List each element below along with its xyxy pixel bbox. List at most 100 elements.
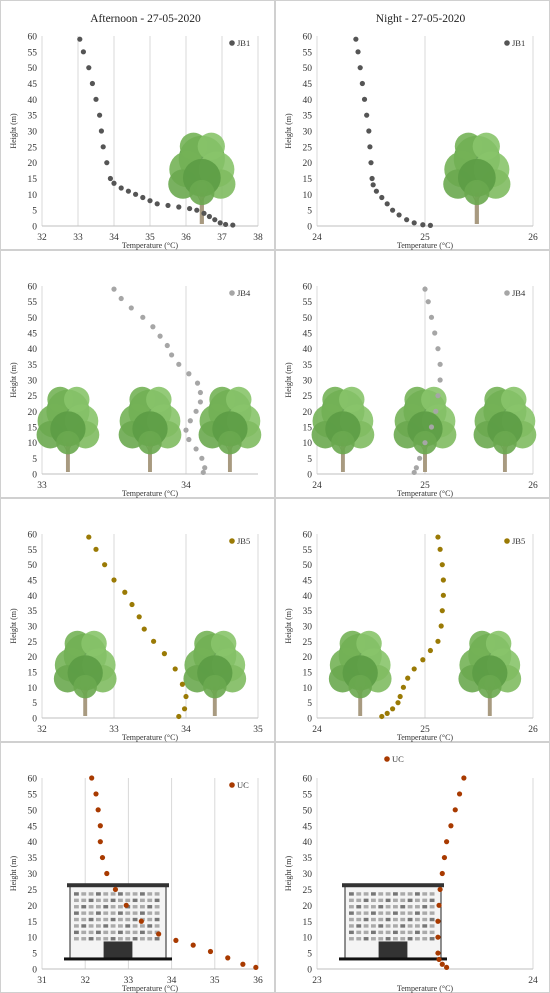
x-tick-label: 36 <box>253 976 263 986</box>
data-point <box>187 205 193 212</box>
y-tick-label: 40 <box>303 96 313 106</box>
data-point <box>176 204 182 210</box>
data-point <box>112 886 119 893</box>
building-window <box>74 924 79 928</box>
building-window <box>147 917 153 922</box>
y-axis-label: Height (m) <box>284 608 293 644</box>
building-window <box>110 911 116 915</box>
data-point <box>444 964 450 971</box>
building-window <box>378 924 384 928</box>
building-entrance <box>103 941 133 960</box>
legend-marker <box>229 538 235 544</box>
chart-panel: 0 5 10 15 20 25 30 35 40 45 50 55 60 32 33 34 35 36 37 38 Te… <box>0 0 275 250</box>
y-tick-label: 45 <box>303 577 313 587</box>
x-tick-label: 38 <box>253 233 263 243</box>
data-point <box>206 213 212 220</box>
building-window <box>349 917 354 922</box>
data-point <box>411 220 417 226</box>
y-tick-label: 60 <box>28 283 38 293</box>
panel-border <box>0 0 275 250</box>
building-window <box>154 892 160 896</box>
y-tick-label: 50 <box>303 806 313 816</box>
data-point <box>428 424 435 430</box>
data-point <box>223 221 229 228</box>
y-tick-label: 45 <box>303 822 313 832</box>
y-tick-label: 10 <box>303 191 313 201</box>
y-tick-label: 20 <box>303 653 313 663</box>
y-tick-label: 60 <box>303 283 313 293</box>
data-point <box>86 534 92 540</box>
building-window <box>118 898 123 903</box>
building-window <box>140 905 145 909</box>
building-window <box>393 898 398 903</box>
building-window <box>103 911 109 915</box>
building-window <box>132 930 138 935</box>
data-point <box>436 956 442 963</box>
data-point <box>435 393 441 399</box>
data-point <box>140 194 146 201</box>
tree-foliage <box>210 630 237 657</box>
building-window <box>118 937 123 941</box>
building-window <box>385 924 391 928</box>
x-tick-label: 32 <box>80 976 90 986</box>
legend-marker <box>229 782 235 788</box>
building-window <box>125 892 131 896</box>
building-window <box>74 911 79 915</box>
data-point <box>197 389 203 396</box>
y-axis-label: Height (m) <box>9 113 18 149</box>
legend-marker <box>504 290 510 296</box>
building-window <box>125 930 131 935</box>
chart-panel: 0 5 10 15 20 25 30 35 40 45 50 55 60 33 34Temperature … <box>0 250 275 498</box>
y-axis-label: Height (m) <box>9 856 18 892</box>
data-point <box>405 675 411 681</box>
data-point <box>93 791 99 797</box>
data-point <box>425 299 431 305</box>
y-tick-label: 30 <box>28 377 38 387</box>
data-point <box>129 601 135 608</box>
y-axis-label: Height (m) <box>284 113 293 149</box>
data-point <box>97 823 103 829</box>
data-point <box>93 546 99 552</box>
building-window <box>429 892 435 896</box>
y-tick-label: 25 <box>28 143 38 153</box>
y-tick-label: 55 <box>303 790 313 800</box>
y-tick-label: 20 <box>28 408 38 418</box>
x-axis-label: Temperature (°C) <box>397 241 454 250</box>
building-window <box>429 917 435 922</box>
data-point <box>86 65 92 71</box>
building-window <box>429 905 435 909</box>
y-tick-label: 45 <box>28 577 38 587</box>
y-tick-label: 40 <box>28 96 38 106</box>
building-window <box>356 911 362 915</box>
tree-illustration <box>393 386 457 472</box>
data-point <box>147 198 153 204</box>
data-point <box>165 202 171 209</box>
data-point <box>183 427 189 433</box>
y-tick-label: 55 <box>303 48 313 58</box>
building-window <box>371 911 376 915</box>
building-window <box>429 937 435 941</box>
building-window <box>118 917 123 922</box>
tree-foliage <box>501 386 527 413</box>
data-point <box>437 377 443 383</box>
y-tick-label: 5 <box>307 207 312 217</box>
x-tick-label: 34 <box>167 976 177 986</box>
building-window <box>429 911 435 915</box>
building-window <box>74 917 79 922</box>
building-window <box>88 911 94 915</box>
building-window <box>103 924 109 928</box>
building-window <box>125 898 131 903</box>
data-point <box>397 693 403 700</box>
data-point <box>169 352 175 358</box>
data-point <box>370 182 376 188</box>
data-point <box>225 955 231 961</box>
building-window <box>132 917 138 922</box>
building-window <box>378 892 384 896</box>
building-window <box>422 937 428 941</box>
building-window <box>400 892 406 896</box>
chart-panel: 0 5 10 15 20 25 30 35 40 45 50 55 60 24 25 26 Temperatur… <box>275 0 550 250</box>
building-window <box>110 930 116 935</box>
y-tick-label: 30 <box>28 623 38 633</box>
data-point <box>435 918 441 924</box>
building-window <box>371 898 376 903</box>
